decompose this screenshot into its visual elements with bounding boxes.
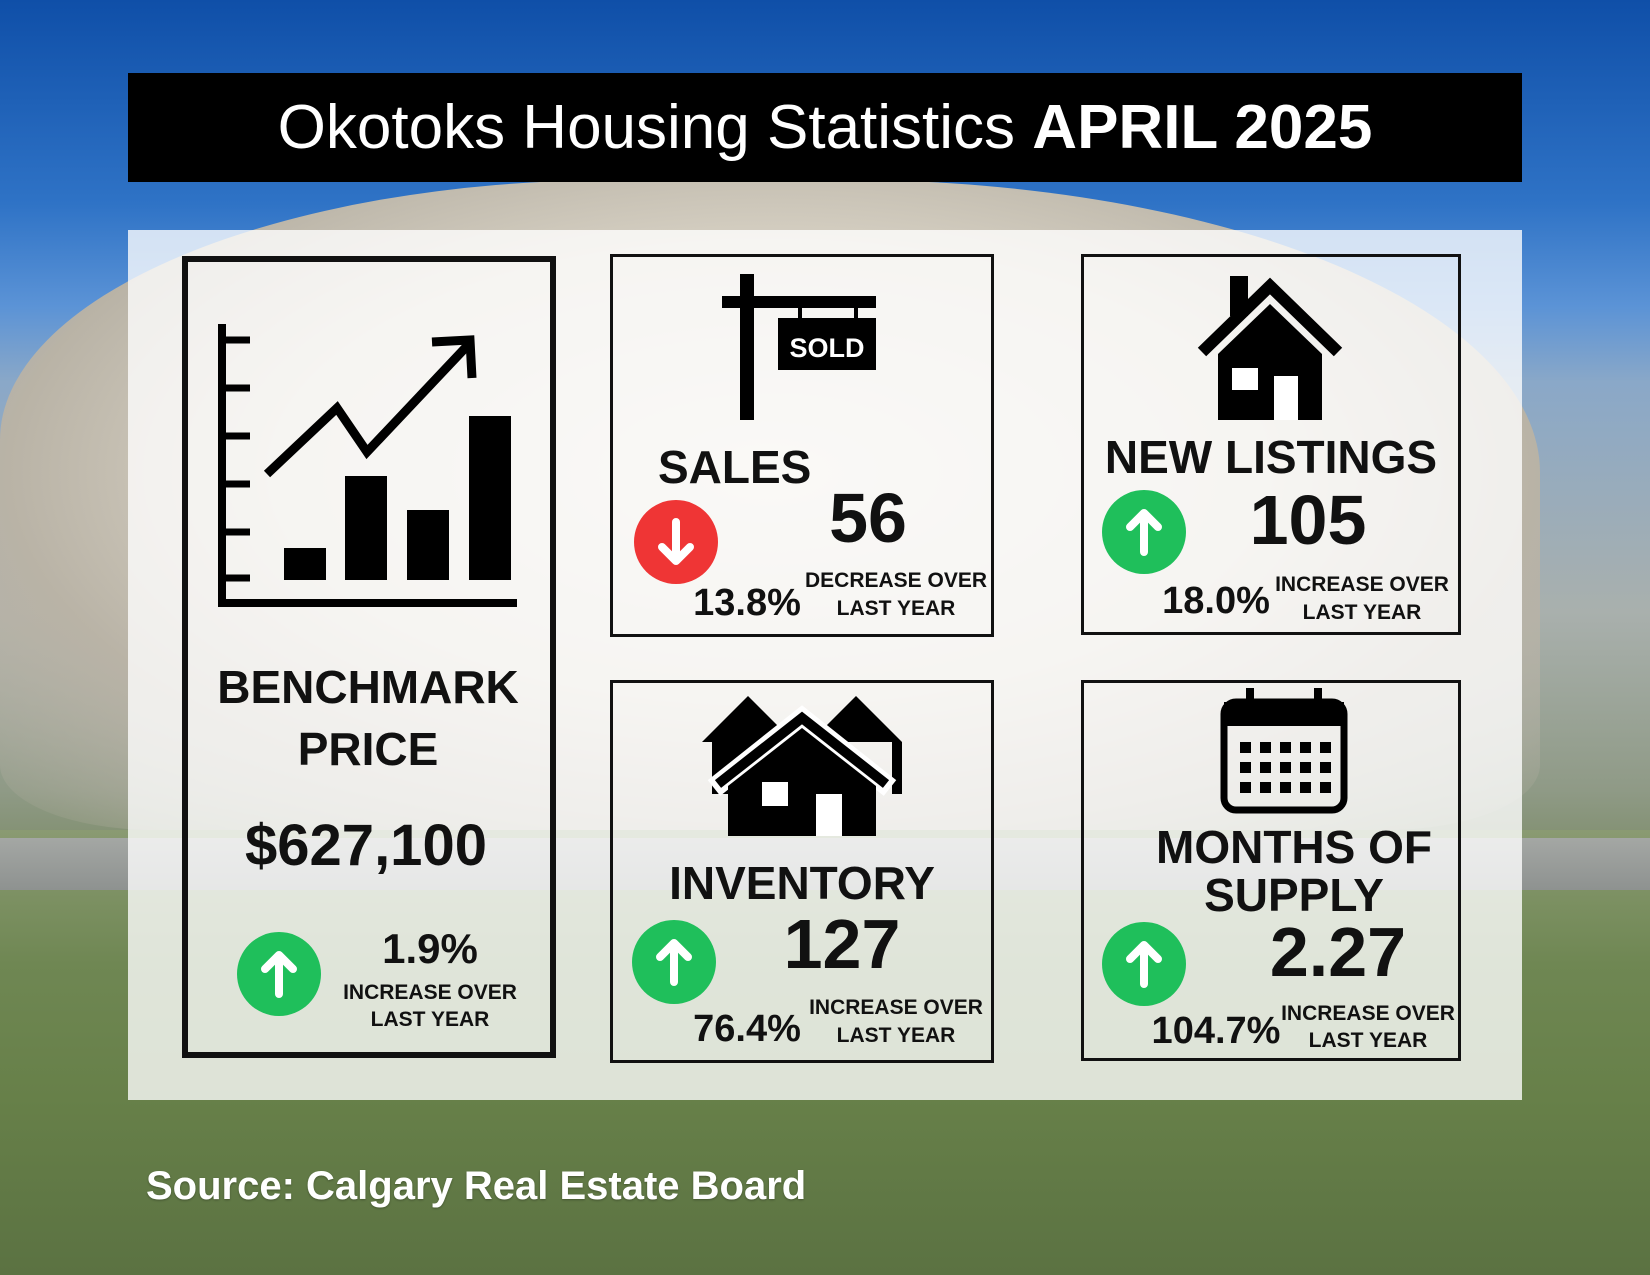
houses-icon [702, 696, 902, 836]
new-listings-card [1081, 254, 1461, 635]
inventory-change-line-1: INCREASE OVER [809, 996, 983, 1019]
inventory-change-line-2: LAST YEAR [836, 1024, 956, 1047]
benchmark-up-arrow-icon [237, 932, 321, 1016]
months-of-supply-card [1081, 680, 1461, 1061]
benchmark-change-line-1: INCREASE OVER [343, 981, 517, 1004]
new-listings-value: 105 [1249, 481, 1367, 559]
benchmark-label-2: PRICE [297, 723, 439, 775]
calendar-icon [1220, 688, 1348, 814]
sales-change-pct: 13.8% [693, 582, 801, 624]
new-listings-up-arrow-icon [1102, 490, 1186, 574]
sales-change-line-2: LAST YEAR [836, 597, 956, 620]
sales-change-line-1: DECREASE OVER [804, 569, 988, 592]
house-icon [1197, 276, 1343, 420]
months-of-supply-change-line-1: INCREASE OVER [1281, 1002, 1455, 1025]
page-title: Okotoks Housing Statistics APRIL 2025 [128, 73, 1522, 182]
sold-sign-icon [722, 274, 876, 420]
title-main: Okotoks Housing Statistics [277, 93, 1033, 162]
inventory-change-pct: 76.4% [693, 1008, 801, 1050]
new-listings-change-line-2: LAST YEAR [1302, 601, 1422, 624]
sold-sign-text: SOLD [789, 333, 865, 363]
months-of-supply-change-line-2: LAST YEAR [1308, 1029, 1428, 1052]
inventory-value: 127 [783, 905, 901, 983]
sales-label: SALES [658, 441, 812, 493]
months-of-supply-label-1: MONTHS OF [1156, 821, 1432, 873]
new-listings-change-pct: 18.0% [1162, 580, 1270, 622]
benchmark-card [182, 256, 556, 1058]
inventory-card [610, 680, 994, 1063]
months-of-supply-value: 2.27 [1269, 913, 1407, 991]
months-of-supply-label-2: SUPPLY [1204, 869, 1384, 921]
sales-down-arrow-icon [634, 500, 718, 584]
new-listings-label: NEW LISTINGS [1104, 431, 1438, 483]
title-bold: APRIL 2025 [1032, 93, 1373, 162]
benchmark-value: $627,100 [245, 813, 487, 878]
sales-card [610, 254, 994, 637]
bar-chart-trend-icon [218, 324, 517, 607]
benchmark-change-line-2: LAST YEAR [370, 1008, 490, 1031]
inventory-label: INVENTORY [669, 857, 935, 909]
new-listings-change-line-1: INCREASE OVER [1275, 573, 1449, 596]
source-credit: Source: Calgary Real Estate Board [146, 1164, 807, 1208]
sales-value: 56 [829, 479, 907, 557]
months-of-supply-change-pct: 104.7% [1151, 1010, 1281, 1052]
benchmark-label-1: BENCHMARK [217, 661, 519, 713]
inventory-up-arrow-icon [632, 920, 716, 1004]
benchmark-change-pct: 1.9% [382, 925, 478, 972]
months-of-supply-up-arrow-icon [1102, 922, 1186, 1006]
